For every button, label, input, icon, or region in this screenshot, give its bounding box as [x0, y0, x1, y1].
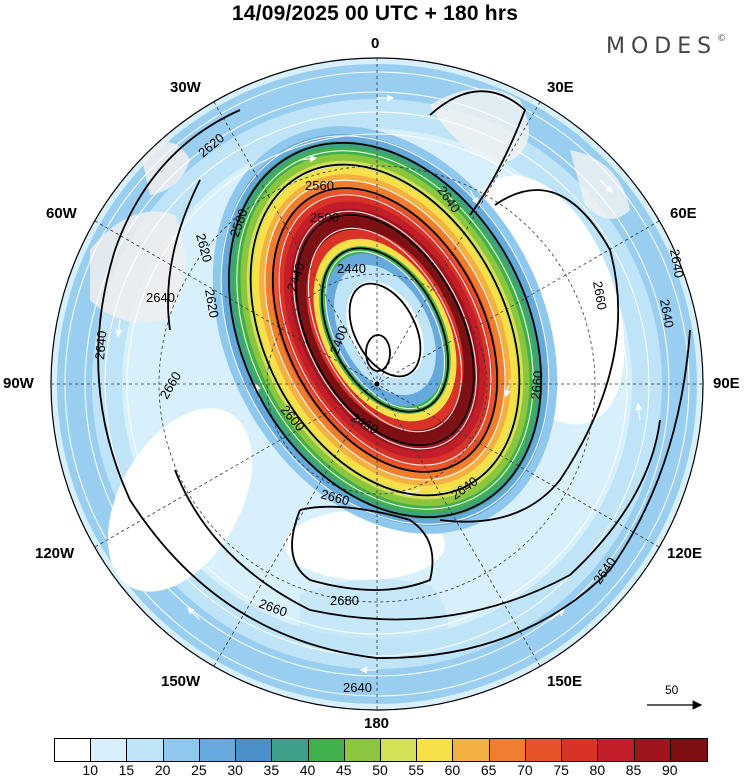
contour-label: 2660 — [590, 280, 610, 311]
colorbar-bin — [91, 739, 128, 761]
colorbar-tick-label: 50 — [372, 762, 388, 778]
colorbar-bin — [55, 739, 92, 761]
reference-vector-value: 50 — [665, 683, 679, 697]
colorbar-bin — [670, 739, 707, 761]
colorbar-tick-label: 15 — [118, 762, 135, 778]
contour-label: 2640 — [657, 298, 677, 329]
colorbar-tick-label: 30 — [227, 762, 243, 778]
colorbar-bin — [344, 739, 381, 761]
lon-label-60w: 60W — [46, 205, 77, 222]
colorbar-bin — [525, 739, 563, 761]
colorbar-bin — [308, 739, 345, 761]
colorbar-tick-label: 25 — [191, 762, 207, 778]
contour-label: 2440 — [337, 261, 366, 276]
contour-label: 2640 — [343, 680, 372, 695]
contour-label: 2640 — [146, 290, 175, 305]
colorbar-bin — [417, 739, 454, 761]
colorbar-tick-label: 85 — [625, 762, 642, 778]
contour-label: 2660 — [528, 370, 545, 400]
colorbar-bin — [272, 739, 309, 761]
colorbar-tick-label: 20 — [154, 762, 171, 778]
colorbar-bin — [380, 739, 418, 761]
lon-label-120w: 120W — [35, 545, 75, 562]
contour-label: 2640 — [667, 248, 687, 279]
lon-label-90e: 90E — [713, 375, 740, 392]
lon-label-30w: 30W — [170, 79, 201, 96]
contour-label: 2620 — [193, 232, 215, 264]
brand-mark: © — [717, 34, 727, 44]
colorbar-tick-label: 70 — [517, 762, 533, 778]
lon-label-30e: 30E — [547, 79, 574, 96]
colorbar-bin — [236, 739, 273, 761]
lon-label-150e: 150E — [547, 673, 583, 690]
wind-arrows — [115, 94, 643, 674]
colorbar-bin — [489, 739, 526, 761]
colorbar-tick-label: 80 — [589, 762, 606, 778]
colorbar-tick-label: 35 — [263, 762, 280, 778]
brand-logo: MODES© — [606, 34, 726, 59]
colorbar-tick-label: 75 — [553, 762, 569, 778]
lon-label-120e: 120E — [667, 545, 703, 562]
colorbar-bin — [634, 739, 671, 761]
lon-label-180: 180 — [364, 715, 390, 732]
lon-label-0: 0 — [371, 35, 380, 52]
colorbar-bin — [163, 739, 200, 761]
lon-label-90w: 90W — [3, 375, 34, 392]
colorbar-tick-label: 10 — [82, 762, 99, 778]
height-contours — [97, 90, 691, 659]
contour-label: 2620 — [202, 288, 222, 319]
colorbar-tick-label: 45 — [335, 762, 352, 778]
contour-label: 2680 — [330, 593, 359, 608]
contour-label: 2560 — [305, 178, 334, 193]
colorbar-bin — [598, 739, 635, 761]
colorbar-bin — [453, 739, 490, 761]
colorbar-tick-label: 60 — [444, 762, 461, 778]
colorbar-bin — [199, 739, 237, 761]
colorbar-tick-label: 65 — [480, 762, 497, 778]
colorbar-tick-label: 90 — [661, 762, 678, 778]
contour-label: 2640 — [92, 330, 109, 360]
lon-label-150w: 150W — [161, 673, 201, 690]
colorbar-labels: 10 15 20 25 30 35 40 45 50 55 60 65 70 75 80 85 90 — [54, 762, 706, 780]
contour-label: 2660 — [319, 486, 351, 508]
colorbar-bin — [127, 739, 164, 761]
colorbar-bin — [562, 739, 599, 761]
reference-vector-arrow — [647, 700, 703, 710]
contour-label: 2500 — [310, 210, 339, 225]
colorbar-tick-label: 40 — [299, 762, 316, 778]
brand-name: MODES — [606, 34, 718, 59]
lon-label-60e: 60E — [670, 205, 697, 222]
chart-title: 14/09/2025 00 UTC + 180 hrs — [231, 2, 519, 25]
colorbar — [54, 738, 708, 762]
colorbar-tick-label: 55 — [408, 762, 425, 778]
